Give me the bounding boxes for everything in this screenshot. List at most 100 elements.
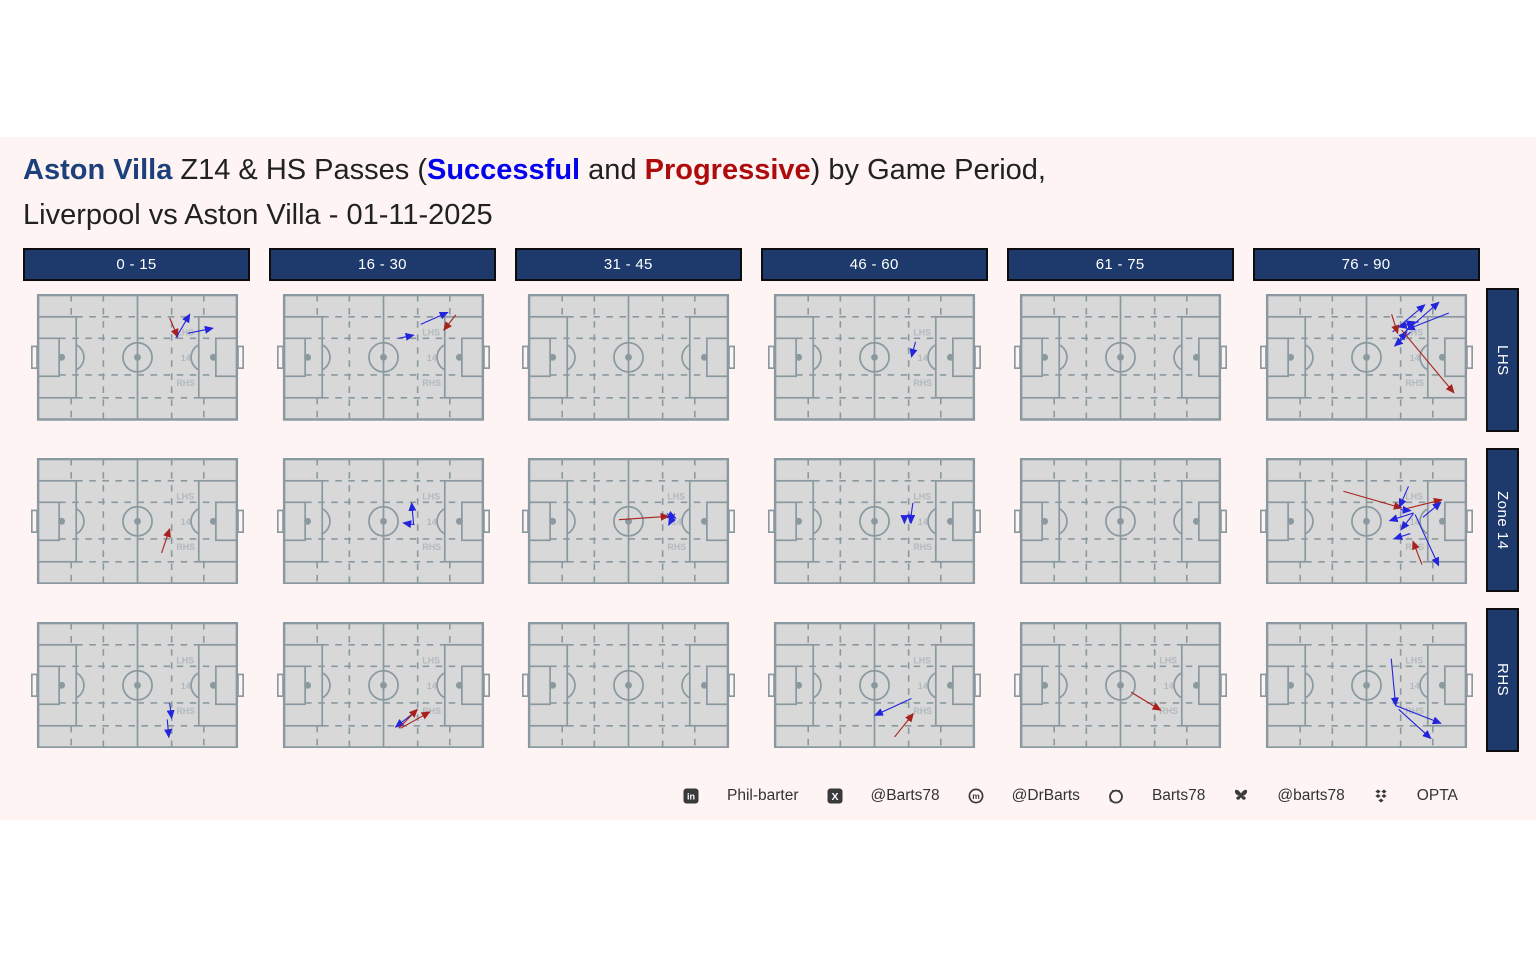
zone-label-14: 14: [1410, 517, 1420, 527]
pass-arrow-progressive: [1401, 329, 1455, 394]
pitch-spots: [795, 353, 955, 361]
credit-item: OPTA: [1373, 787, 1458, 805]
pass-arrow-successful: [419, 311, 449, 325]
pass-arrow-progressive: [1131, 691, 1162, 711]
credit-handle: Barts78: [1151, 787, 1206, 804]
zone-label-lhs: LHS: [176, 491, 194, 501]
chart-subtitle: Liverpool vs Aston Villa - 01-11-2025: [23, 199, 493, 231]
period-header: 31 - 45: [514, 248, 742, 281]
credit-item: m @DrBarts: [968, 787, 1080, 805]
zone-label-lhs: LHS: [1160, 655, 1178, 665]
zone-grid: [58, 295, 216, 420]
pass-arrow-progressive: [619, 512, 671, 521]
pass-arrow-successful: [1395, 704, 1442, 724]
zone-labels: LHS 14 RHS: [914, 655, 933, 715]
zone-label-rhs: RHS: [422, 706, 441, 716]
credit-item: Barts78: [1108, 787, 1205, 805]
zone-labels: LHS 14 RHS: [422, 655, 441, 715]
pitch-16-30-Zone14: LHS 14 RHS: [276, 457, 490, 585]
pitch-spots: [795, 517, 955, 525]
zone-label-lhs: LHS: [422, 491, 440, 501]
pitch-46-60-LHS: LHS 14 RHS: [768, 294, 982, 421]
title-text: Z14 & HS Passes (: [180, 154, 427, 186]
pass-arrow-successful: [1398, 331, 1408, 342]
zone-label-rhs: RHS: [1405, 378, 1424, 388]
zone-label-lhs: LHS: [1405, 491, 1423, 501]
zone-label-lhs: LHS: [914, 328, 932, 338]
zone-label-14: 14: [672, 517, 682, 527]
svg-text:m: m: [972, 791, 980, 801]
pitch-markings: [522, 621, 736, 749]
zone-labels: LHS 14 RHS: [422, 328, 441, 388]
pitch-0-15-Zone14: LHS 14 RHS: [30, 457, 244, 585]
zone-label-rhs: RHS: [1160, 706, 1179, 716]
credit-handle: OPTA: [1416, 787, 1458, 804]
pass-arrow-successful: [668, 513, 677, 526]
svg-text:X: X: [831, 791, 838, 803]
zone-labels: LHS 14 RHS: [914, 491, 933, 551]
pitch-16-30-LHS: LHS 14 RHS: [276, 294, 490, 421]
row-label: Zone 14: [1486, 448, 1519, 592]
pass-arrow-progressive: [1343, 490, 1403, 510]
period-header: 76 - 90: [1252, 248, 1480, 281]
pitch-0-15-LHS: LHS 14 RHS: [30, 294, 244, 421]
title-successful-label: Successful: [426, 154, 581, 186]
zone-label-14: 14: [918, 517, 928, 527]
pass-arrow-successful: [397, 332, 415, 341]
zone-label-14: 14: [180, 517, 190, 527]
pitch-spots: [303, 353, 463, 361]
pass-arrow-progressive: [442, 314, 456, 331]
pitch-markings: [276, 294, 490, 421]
pass-arrow-successful: [1388, 512, 1414, 522]
zone-labels: LHS 14 RHS: [1405, 328, 1424, 388]
pass-arrow-progressive: [1391, 314, 1400, 335]
zone-label-rhs: RHS: [422, 378, 441, 388]
pass-arrow-successful: [1400, 505, 1412, 514]
pitch-76-90-LHS: LHS 14 RHS: [1260, 294, 1474, 421]
pass-arrow-successful: [174, 313, 190, 339]
pass-arrow-successful: [187, 325, 214, 334]
chart-title: Aston Villa Z14 & HS Passes (Successful …: [23, 148, 1046, 238]
pitch-76-90-Zone14: LHS 14 RHS: [1260, 457, 1474, 585]
zone-label-14: 14: [1164, 680, 1174, 690]
pass-arrow-successful: [1399, 485, 1410, 508]
pitch-spots: [549, 353, 709, 361]
pitch-spots: [1287, 681, 1446, 689]
credit-handle: @Barts78: [870, 787, 940, 804]
pass-arrow-successful: [1398, 708, 1432, 739]
zone-grid: [58, 622, 216, 748]
mastodon-icon: m: [968, 788, 984, 804]
zone-labels: LHS 14 RHS: [1405, 655, 1424, 715]
pitch-31-45-LHS: [522, 294, 736, 421]
pitch-spots: [303, 681, 463, 689]
pass-arrow-successful: [909, 341, 918, 358]
pass-arrow-successful: [1414, 514, 1440, 567]
pass-arrow-successful: [163, 719, 172, 738]
zone-label-14: 14: [1410, 353, 1420, 363]
svg-text:in: in: [687, 792, 695, 802]
pass-arrow-progressive: [894, 712, 915, 737]
zone-labels: LHS 14 RHS: [1160, 655, 1179, 715]
pitch-46-60-RHS: LHS 14 RHS: [768, 621, 982, 749]
credits-footer: in Phil-barter X @Barts78 m @DrBarts Bar…: [683, 785, 1458, 807]
bluesky-icon: [1233, 788, 1249, 804]
period-header: 46 - 60: [760, 248, 988, 281]
pitch-0-15-RHS: LHS 14 RHS: [30, 621, 244, 749]
pitch-31-45-RHS: [522, 621, 736, 749]
credit-handle: Phil-barter: [727, 787, 799, 804]
zone-labels: LHS 14 RHS: [176, 328, 195, 388]
zone-label-rhs: RHS: [1405, 706, 1424, 716]
pitch-markings: [768, 621, 982, 749]
zone-label-lhs: LHS: [914, 491, 932, 501]
zone-labels: LHS 14 RHS: [176, 655, 195, 715]
pitch-31-45-Zone14: LHS 14 RHS: [522, 457, 736, 585]
pass-arrow-progressive: [1412, 540, 1423, 565]
pitch-spots: [795, 681, 955, 689]
row-label: RHS: [1486, 608, 1519, 752]
pass-arrow-successful: [166, 702, 175, 719]
pitch-46-60-Zone14: LHS 14 RHS: [768, 457, 982, 585]
zone-label-rhs: RHS: [176, 706, 195, 716]
pass-arrow-successful: [1422, 501, 1442, 518]
zone-label-lhs: LHS: [914, 655, 932, 665]
chart-title-line1: Aston Villa Z14 & HS Passes (Successful …: [23, 148, 1046, 193]
